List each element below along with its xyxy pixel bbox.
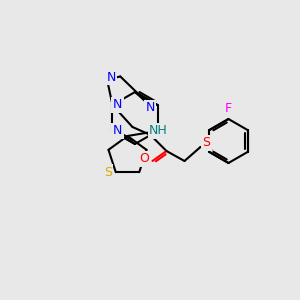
Text: S: S xyxy=(104,166,112,179)
Text: F: F xyxy=(225,103,232,116)
Text: O: O xyxy=(140,152,149,166)
Text: NH: NH xyxy=(149,124,168,137)
Text: N: N xyxy=(113,124,122,137)
Text: N: N xyxy=(106,71,116,84)
Text: N: N xyxy=(146,101,155,114)
Text: S: S xyxy=(202,136,211,149)
Text: N: N xyxy=(113,98,122,112)
